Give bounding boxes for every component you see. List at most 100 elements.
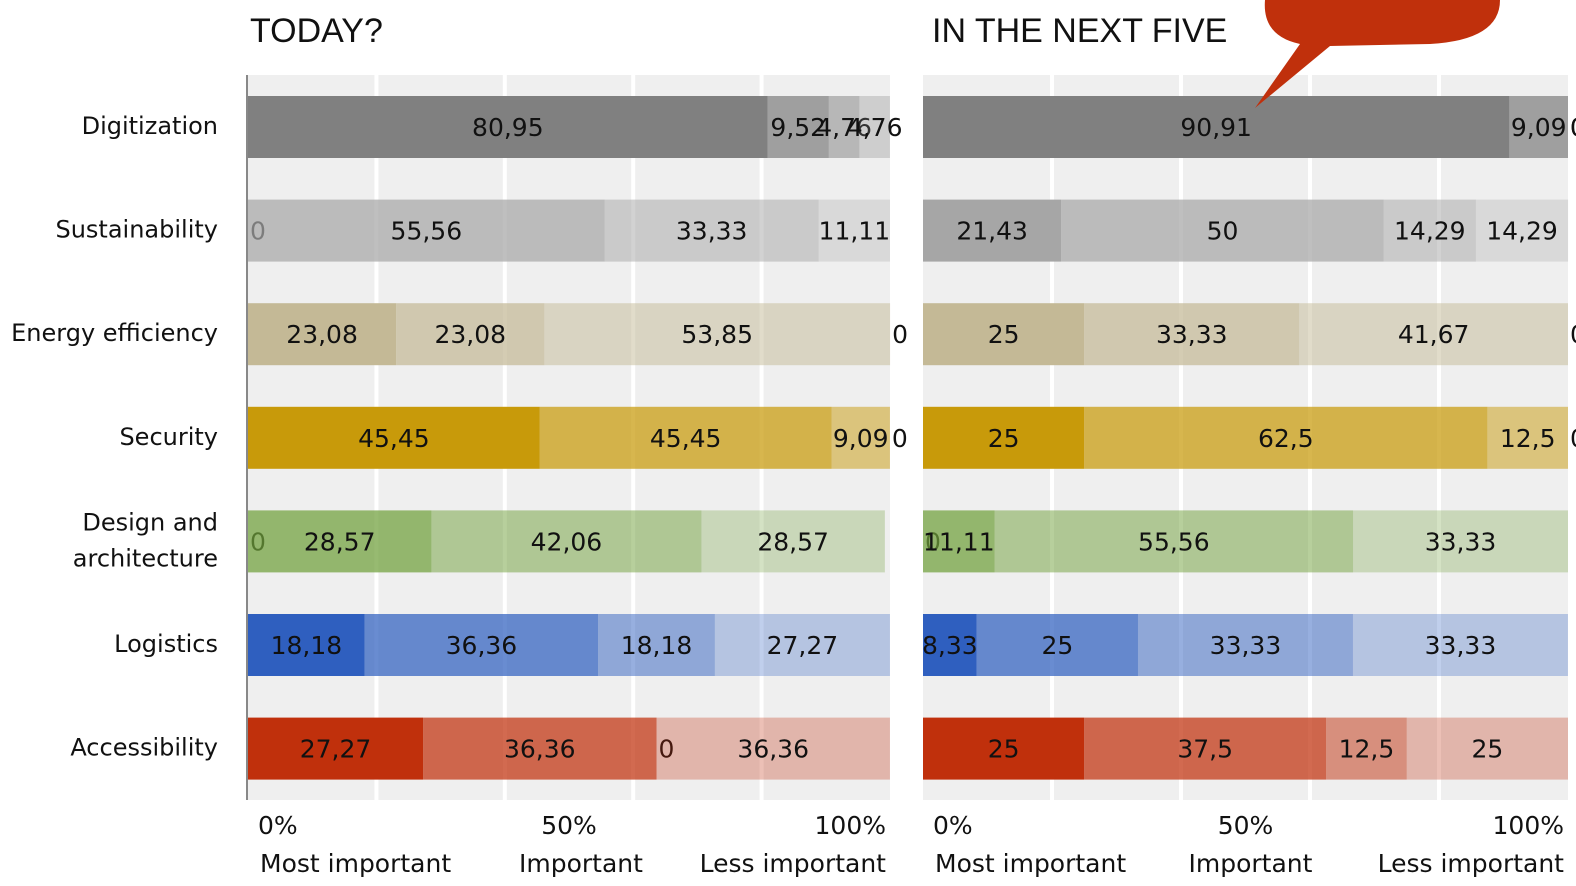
bar-segment: [923, 96, 1510, 158]
value-label: 12,5: [1500, 424, 1556, 453]
x-axis-label: Most important: [260, 849, 451, 878]
bar-segment: [539, 406, 832, 469]
x-axis-label: Less important: [700, 849, 887, 878]
value-label: 25: [1041, 631, 1073, 660]
bar-segment: [1487, 406, 1568, 469]
bar-segment: [248, 199, 605, 262]
x-axis-label: Most important: [935, 849, 1126, 878]
bar-segment: [1352, 614, 1568, 676]
bar-segment: [1509, 96, 1568, 158]
category-label: Sustainability: [55, 216, 218, 244]
value-label: 0: [1570, 113, 1576, 142]
value-label: 25: [988, 320, 1020, 349]
value-label: 42,06: [531, 527, 603, 556]
value-label: 33,33: [1210, 631, 1282, 660]
x-axis-label: Important: [519, 849, 643, 878]
value-label: 45,45: [650, 424, 722, 453]
value-label: 90,91: [1180, 113, 1252, 142]
bar-segment: [818, 199, 890, 262]
bar-segment: [1326, 717, 1407, 780]
bar-segment: [1353, 510, 1568, 573]
value-label: 55,56: [1138, 527, 1210, 556]
x-tick-label: 0%: [933, 811, 973, 840]
value-label: 36,36: [737, 735, 809, 764]
value-label: 0: [1570, 424, 1576, 453]
value-label: 11,11: [819, 217, 891, 246]
bar-segment: [248, 303, 397, 366]
category-label: Design and architecture: [73, 508, 218, 572]
bar-segment: [364, 614, 599, 676]
bar-segment: [1084, 303, 1300, 366]
value-label: 25: [1471, 735, 1503, 764]
bar-segment: [831, 406, 890, 469]
bar-segment: [248, 510, 432, 573]
bar-segment: [701, 510, 885, 573]
value-label: 9,09: [833, 424, 889, 453]
x-axis-label: Less important: [1378, 849, 1565, 878]
bar-segment: [976, 614, 1138, 676]
value-label: 4,76: [816, 113, 872, 142]
chart-title: IN THE NEXT FIVE: [932, 12, 1227, 50]
bar-segment: [1137, 614, 1353, 676]
value-label: 18,18: [621, 631, 693, 660]
bar-segment: [923, 614, 977, 676]
bar-segment: [248, 96, 768, 158]
bar-segment: [656, 717, 890, 780]
bar-segment: [431, 510, 702, 573]
speech-bubble: [1255, 0, 1500, 108]
bar-segment: [423, 717, 657, 780]
bar-segment: [1061, 199, 1384, 262]
value-label: 33,33: [1425, 527, 1497, 556]
value-label: 9,09: [1511, 113, 1567, 142]
value-label: 0: [892, 424, 908, 453]
bar-segment: [248, 406, 540, 469]
value-label: 0: [659, 735, 675, 764]
value-label: 14,29: [1486, 217, 1558, 246]
bar-segment: [923, 303, 1085, 366]
bar-segment: [248, 717, 424, 780]
value-label: 0: [1570, 320, 1576, 349]
value-label: 25: [988, 735, 1020, 764]
value-label: 0: [1570, 113, 1576, 142]
value-label: 23,08: [286, 320, 358, 349]
bar-segment: [248, 614, 365, 676]
bar-segment: [544, 303, 891, 366]
bar-segment: [859, 96, 890, 158]
bar-segment: [396, 303, 545, 366]
value-label: 23,08: [434, 320, 506, 349]
value-label: 11,11: [923, 527, 995, 556]
value-label: 9,52: [770, 113, 826, 142]
bar-segment: [923, 406, 1085, 469]
value-label: 0: [892, 320, 908, 349]
bar-segment: [828, 96, 860, 158]
bar-segment: [1406, 717, 1568, 780]
value-label: 33,33: [1425, 631, 1497, 660]
value-label: 37,5: [1177, 735, 1233, 764]
value-label: 27,27: [300, 735, 372, 764]
bar-segment: [598, 614, 715, 676]
category-label: Security: [119, 423, 218, 451]
bar-segment: [714, 614, 890, 676]
value-label: 21,43: [956, 217, 1028, 246]
bar-segment: [1299, 303, 1568, 366]
value-label: 53,85: [681, 320, 753, 349]
value-label: 50: [1207, 217, 1239, 246]
value-label: 80,95: [472, 113, 544, 142]
bar-segment: [923, 717, 1085, 780]
bar-segment: [767, 96, 829, 158]
x-tick-label: 0%: [258, 811, 298, 840]
value-label: 18,18: [271, 631, 343, 660]
value-label: 14,29: [1394, 217, 1466, 246]
bar-segment: [994, 510, 1354, 573]
value-label: 12,5: [1339, 735, 1395, 764]
value-label: 33,33: [1156, 320, 1228, 349]
bar-segment: [1383, 199, 1476, 262]
value-label: 36,36: [446, 631, 518, 660]
bar-segment: [604, 199, 819, 262]
category-label: Logistics: [114, 630, 218, 658]
bar-segment: [923, 199, 1062, 262]
value-label: 55,56: [391, 217, 463, 246]
x-axis-label: Important: [1189, 849, 1313, 878]
value-label: 4,76: [847, 113, 903, 142]
